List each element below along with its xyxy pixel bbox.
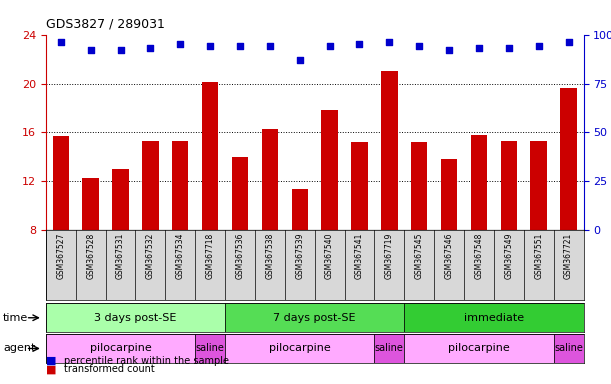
Text: GSM367548: GSM367548 [475,232,483,279]
Bar [46,303,225,332]
Text: GSM367534: GSM367534 [176,232,185,279]
Point [175,41,185,48]
Point [504,45,514,51]
Point [145,45,155,51]
Point [115,47,125,53]
Text: GSM367540: GSM367540 [325,232,334,279]
Text: agent: agent [3,343,35,354]
Text: immediate: immediate [464,313,524,323]
Text: GSM367541: GSM367541 [355,232,364,279]
Bar [500,141,517,230]
Text: GDS3827 / 289031: GDS3827 / 289031 [46,17,165,30]
Text: GSM367538: GSM367538 [265,232,274,279]
Point [354,41,364,48]
Bar [404,303,584,332]
Text: time: time [3,313,28,323]
Text: ■: ■ [46,364,56,374]
Text: GSM367546: GSM367546 [445,232,453,279]
Point [414,43,424,50]
Point [564,39,574,45]
Text: GSM367532: GSM367532 [146,232,155,279]
Text: GSM367718: GSM367718 [206,232,214,279]
Bar [53,136,69,230]
Text: GSM367549: GSM367549 [504,232,513,279]
Point [534,43,544,50]
Bar [404,334,554,363]
Bar [112,169,129,230]
Point [384,39,394,45]
Bar [375,334,404,363]
Text: saline: saline [375,343,404,354]
Text: saline: saline [196,343,225,354]
Bar [202,82,218,230]
Point [474,45,484,51]
Bar [142,141,159,230]
Bar [351,142,368,230]
Bar [381,71,398,230]
Point [324,43,334,50]
Point [86,47,95,53]
Text: GSM367528: GSM367528 [86,232,95,279]
Bar [321,111,338,230]
Bar [172,141,188,230]
Point [56,39,65,45]
Text: GSM367721: GSM367721 [564,232,573,279]
Text: ■: ■ [46,356,56,366]
Bar [232,157,248,230]
Text: pilocarpine: pilocarpine [448,343,510,354]
Bar [554,334,584,363]
Text: 7 days post-SE: 7 days post-SE [273,313,356,323]
Text: GSM367545: GSM367545 [415,232,423,279]
Text: GSM367527: GSM367527 [56,232,65,279]
Point [444,47,454,53]
Bar [46,334,195,363]
Text: GSM367539: GSM367539 [295,232,304,279]
Text: GSM367551: GSM367551 [534,232,543,279]
Point [205,43,215,50]
Bar [470,135,487,230]
Bar [291,189,308,230]
Bar [530,141,547,230]
Point [265,43,275,50]
Bar [560,88,577,230]
Bar [262,129,278,230]
Text: pilocarpine: pilocarpine [90,343,152,354]
Text: GSM367536: GSM367536 [235,232,244,279]
Bar [411,142,428,230]
Point [295,57,305,63]
Bar [225,303,404,332]
Text: saline: saline [554,343,583,354]
Bar [195,334,225,363]
Text: 3 days post-SE: 3 days post-SE [94,313,177,323]
Bar [441,159,457,230]
Text: percentile rank within the sample: percentile rank within the sample [64,356,229,366]
Text: pilocarpine: pilocarpine [269,343,331,354]
Bar [82,178,99,230]
Text: GSM367531: GSM367531 [116,232,125,279]
Bar [225,334,375,363]
Text: transformed count: transformed count [64,364,155,374]
Point [235,43,245,50]
Text: GSM367719: GSM367719 [385,232,394,279]
